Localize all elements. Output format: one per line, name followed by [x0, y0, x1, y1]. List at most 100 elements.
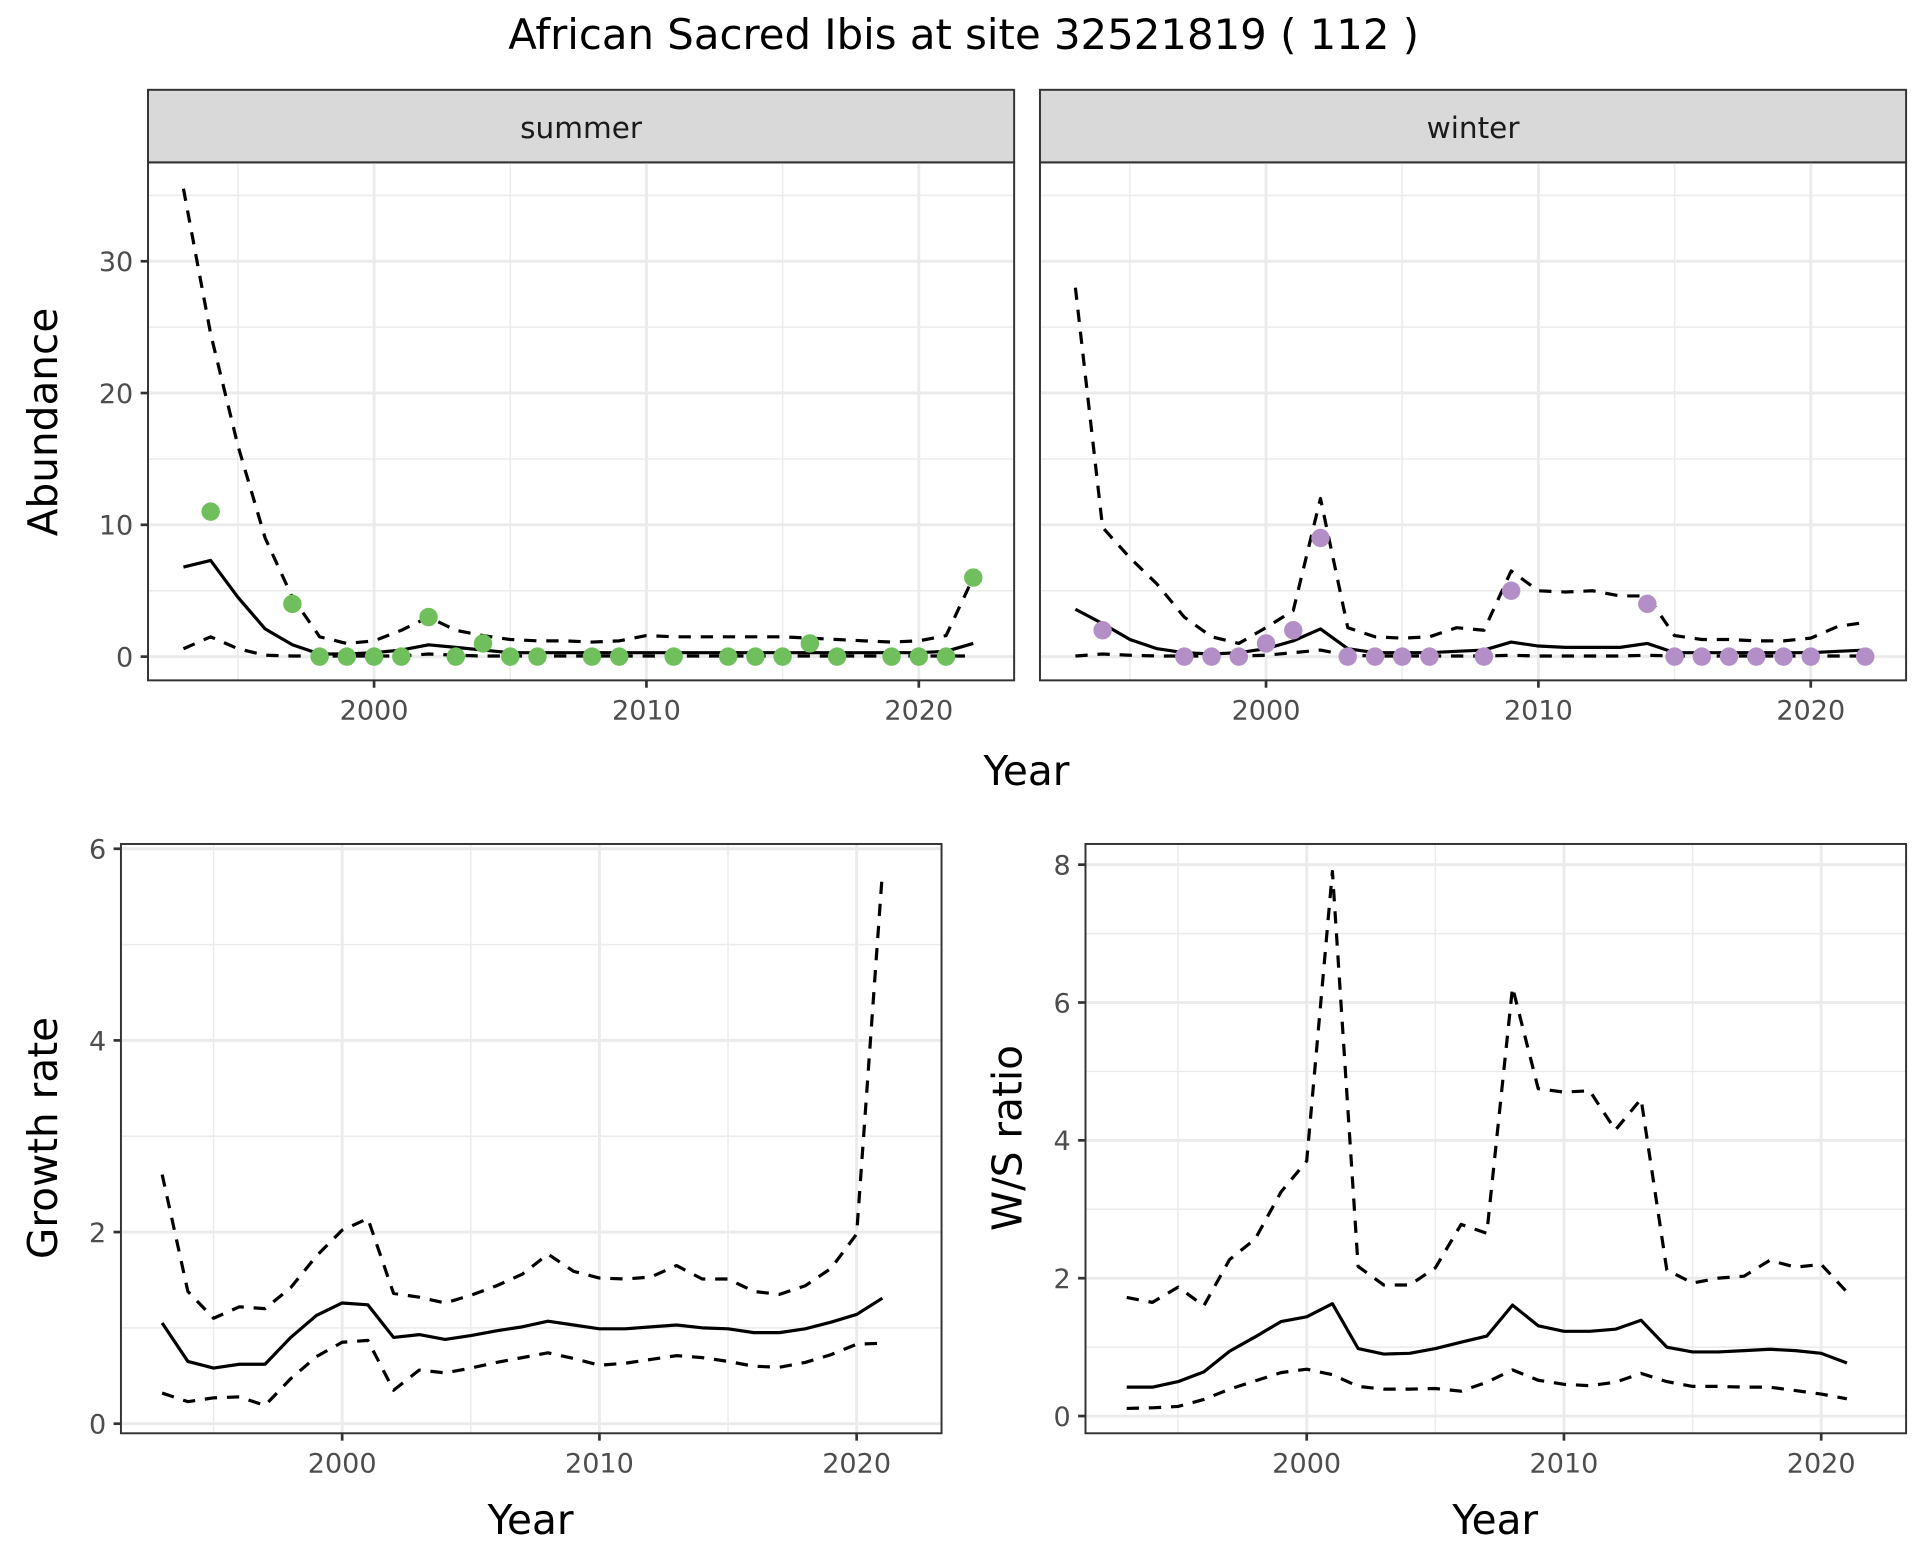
y-tick-label: 6 — [1054, 988, 1071, 1019]
observation-point — [1856, 647, 1875, 666]
observation-point — [882, 647, 901, 666]
y-tick-label: 0 — [1054, 1402, 1071, 1433]
grid-growth — [120, 843, 942, 1434]
panel-winter: winter 2000 2010 2020 — [1038, 88, 1908, 727]
y-axis-growth: 0 2 4 6 — [89, 835, 121, 1441]
observation-point — [446, 647, 466, 666]
observation-point — [1747, 647, 1766, 666]
observation-point — [1474, 647, 1494, 666]
observation-point — [501, 647, 520, 666]
observation-point — [1284, 621, 1303, 640]
observation-point — [1692, 647, 1712, 666]
observation-point — [800, 634, 820, 653]
panel-summer: summer 0 10 20 30 2000 2010 2020 — [99, 88, 1016, 727]
chart-title: African Sacred Ibis at site 32521819 ( 1… — [508, 10, 1419, 59]
observation-point — [392, 647, 411, 666]
observation-point — [1093, 621, 1112, 640]
upper-ci-line — [160, 872, 884, 1320]
y-axis-ws: 0 2 4 6 8 — [1054, 850, 1086, 1433]
y-tick-label: 0 — [116, 642, 133, 673]
x-tick-label: 2000 — [308, 1449, 377, 1480]
observation-point — [936, 647, 956, 666]
observation-point — [1311, 528, 1330, 548]
observation-point — [283, 594, 302, 614]
strip-label-summer: summer — [520, 111, 643, 145]
strip-summer — [147, 88, 1016, 164]
observation-point — [827, 647, 847, 666]
observation-point — [773, 647, 792, 666]
observation-point — [310, 647, 329, 666]
observation-point — [337, 647, 357, 666]
observation-point — [1365, 647, 1385, 666]
observation-point — [964, 568, 983, 587]
observation-point — [718, 647, 738, 666]
y-tick-label: 8 — [1054, 850, 1071, 881]
panel-border-growth — [119, 842, 943, 1435]
panel-ws-ratio: 0 2 4 6 8 2000 2010 2020 — [1054, 842, 1908, 1480]
series-winter — [1073, 287, 1875, 666]
observation-point — [473, 634, 493, 653]
x-axis-summer: 2000 2010 2020 — [340, 680, 953, 727]
grid-summer — [148, 162, 1015, 681]
y-axis-title-growth: Growth rate — [19, 1017, 67, 1259]
observation-point — [419, 607, 438, 627]
x-tick-label: 2010 — [612, 696, 681, 727]
upper-ci-line — [1126, 869, 1849, 1308]
panel-growth-rate: 0 2 4 6 2000 2010 2020 — [89, 835, 943, 1480]
series-ws — [1126, 869, 1849, 1411]
x-tick-label: 2020 — [884, 696, 953, 727]
series-growth — [160, 872, 884, 1408]
y-tick-label: 0 — [89, 1410, 106, 1441]
x-tick-label: 2010 — [1504, 696, 1573, 727]
grid-ws — [1085, 843, 1907, 1434]
x-tick-label: 2000 — [1272, 1449, 1341, 1480]
panel-border-ws — [1084, 842, 1908, 1435]
x-tick-label: 2010 — [1530, 1449, 1599, 1480]
observation-point — [609, 647, 629, 666]
panel-border-winter — [1038, 161, 1908, 682]
y-tick-label: 2 — [89, 1218, 106, 1249]
x-axis-ws: 2000 2010 2020 — [1272, 1433, 1856, 1480]
observation-point — [1501, 581, 1521, 600]
y-tick-label: 2 — [1054, 1264, 1071, 1295]
x-tick-label: 2020 — [1776, 696, 1845, 727]
x-tick-label: 2010 — [565, 1449, 634, 1480]
y-axis-summer: 0 10 20 30 — [99, 247, 149, 673]
y-tick-label: 4 — [89, 1026, 106, 1057]
y-tick-label: 30 — [99, 247, 133, 278]
observation-point — [664, 647, 683, 666]
observation-point — [1638, 594, 1657, 614]
observation-point — [1665, 647, 1684, 666]
mean-line — [1126, 1302, 1848, 1389]
y-tick-label: 6 — [89, 835, 106, 866]
observation-point — [1719, 647, 1739, 666]
observation-point — [1420, 647, 1439, 666]
observation-point — [582, 647, 602, 666]
observation-point — [1175, 647, 1194, 666]
y-tick-label: 4 — [1054, 1126, 1071, 1157]
series-summer — [181, 188, 983, 666]
lower-ci-line — [161, 1338, 883, 1408]
x-axis-title-top: Year — [982, 747, 1069, 795]
strip-label-winter: winter — [1427, 111, 1521, 145]
mean-line — [1074, 607, 1866, 656]
observation-point — [1256, 634, 1276, 653]
x-tick-label: 2000 — [340, 696, 409, 727]
observation-point — [1774, 647, 1793, 666]
y-axis-title-abundance: Abundance — [19, 308, 67, 537]
x-axis-title-ws: Year — [1451, 1496, 1538, 1544]
x-axis-growth: 2000 2010 2020 — [308, 1433, 891, 1480]
x-tick-label: 2000 — [1232, 696, 1301, 727]
lower-ci-line — [1126, 1367, 1848, 1411]
x-axis-winter: 2000 2010 2020 — [1232, 680, 1845, 727]
mean-line — [160, 1296, 884, 1370]
observation-point — [746, 647, 765, 666]
x-axis-title-growth: Year — [487, 1496, 574, 1544]
observation-point — [201, 502, 220, 521]
observation-point — [1801, 647, 1820, 666]
observation-point — [364, 647, 384, 666]
observation-point — [1392, 647, 1412, 666]
observation-point — [1202, 647, 1221, 666]
panel-border-summer — [147, 161, 1016, 682]
